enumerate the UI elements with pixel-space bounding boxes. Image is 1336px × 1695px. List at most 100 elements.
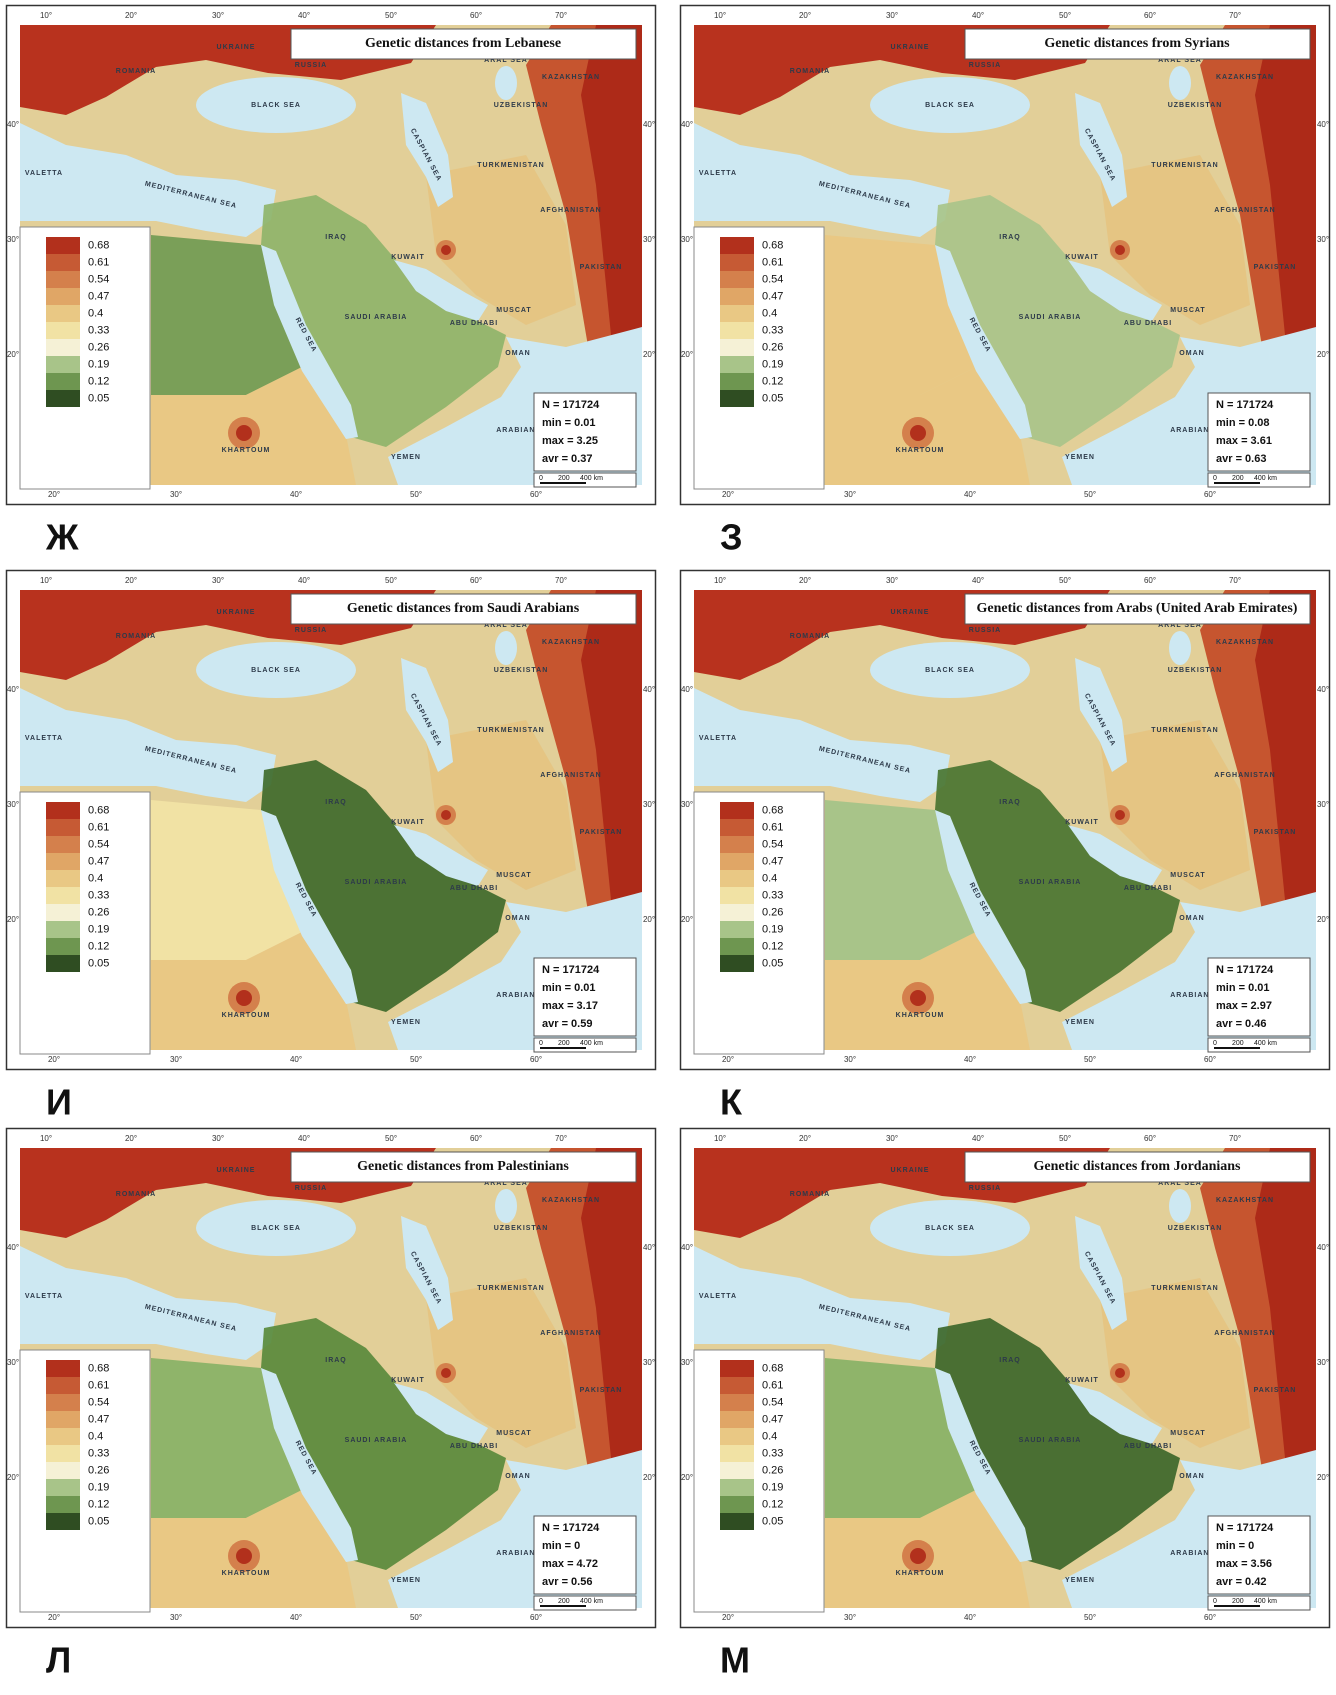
map-title: Genetic distances from Palestinians — [357, 1159, 569, 1174]
map-label: UKRAINE — [891, 1167, 930, 1174]
degree-label: 20° — [125, 11, 137, 20]
map-label: ROMANIA — [790, 68, 830, 75]
degree-label: 60° — [1204, 1055, 1216, 1064]
map-label: PAKISTAN — [580, 264, 623, 271]
map-label: KUWAIT — [391, 254, 425, 261]
degree-label: 50° — [1084, 1613, 1096, 1622]
scale-label: 400 km — [580, 1598, 603, 1605]
degree-label: 30° — [1317, 800, 1329, 809]
map-label: OMAN — [1179, 1473, 1204, 1480]
stats-line: avr = 0.42 — [1216, 1576, 1266, 1588]
legend-swatch — [46, 271, 80, 288]
map-label: KHARTOUM — [222, 1570, 271, 1577]
legend-swatch — [720, 254, 754, 271]
legend-swatch — [720, 887, 754, 904]
stats-line: avr = 0.59 — [542, 1018, 592, 1030]
degree-label: 30° — [844, 1055, 856, 1064]
stats-line: N = 171724 — [542, 1522, 600, 1534]
legend-label: 0.54 — [762, 273, 783, 285]
map-label: UZBEKISTAN — [494, 667, 549, 674]
map-label: KAZAKHSTAN — [1216, 74, 1274, 81]
legend-swatch — [46, 921, 80, 938]
degree-label: 40° — [1317, 685, 1329, 694]
stats-line: min = 0 — [542, 1540, 580, 1552]
legend-label: 0.26 — [88, 341, 109, 353]
legend-swatch — [46, 1462, 80, 1479]
degree-label: 40° — [643, 1243, 655, 1252]
map-label: IRAQ — [325, 1357, 347, 1364]
legend-box — [20, 1350, 150, 1612]
map-label: KHARTOUM — [222, 447, 271, 454]
scale-label: 200 — [1232, 1598, 1244, 1605]
legend-swatch — [46, 938, 80, 955]
map-title: Genetic distances from Jordanians — [1033, 1159, 1241, 1174]
map-label: UKRAINE — [217, 609, 256, 616]
degree-label: 50° — [1059, 11, 1071, 20]
degree-label: 40° — [972, 576, 984, 585]
degree-label: 20° — [799, 576, 811, 585]
degree-label: 60° — [1204, 490, 1216, 499]
stats-line: N = 171724 — [542, 964, 600, 976]
degree-label: 30° — [7, 1358, 19, 1367]
stats-line: avr = 0.63 — [1216, 453, 1266, 465]
legend-swatch — [720, 938, 754, 955]
hotspot-core — [236, 990, 252, 1006]
degree-label: 30° — [7, 800, 19, 809]
map-label: SAUDI ARABIA — [345, 314, 408, 321]
degree-label: 70° — [1229, 576, 1241, 585]
aral-sea — [1169, 631, 1191, 665]
map-label: MUSCAT — [496, 1430, 531, 1437]
legend-swatch — [46, 802, 80, 819]
legend-swatch — [720, 1394, 754, 1411]
degree-label: 20° — [643, 1473, 655, 1482]
scale-label: 400 km — [1254, 1040, 1277, 1047]
degree-label: 20° — [722, 490, 734, 499]
degree-label: 20° — [48, 1055, 60, 1064]
legend-swatch — [720, 870, 754, 887]
degree-label: 40° — [7, 120, 19, 129]
legend-swatch — [720, 1428, 754, 1445]
stats-line: avr = 0.56 — [542, 1576, 592, 1588]
map-label: BLACK SEA — [251, 1225, 301, 1232]
degree-label: 30° — [886, 576, 898, 585]
degree-label: 20° — [7, 1473, 19, 1482]
degree-label: 10° — [714, 1134, 726, 1143]
legend-swatch — [46, 887, 80, 904]
legend-label: 0.68 — [88, 239, 109, 251]
aral-sea — [495, 1189, 517, 1223]
legend-label: 0.54 — [762, 1396, 783, 1408]
legend-swatch — [720, 1360, 754, 1377]
map-label: KAZAKHSTAN — [1216, 1197, 1274, 1204]
legend-label: 0.4 — [762, 872, 777, 884]
map-label: KHARTOUM — [222, 1012, 271, 1019]
degree-label: 20° — [681, 1473, 693, 1482]
hotspot-core — [910, 1548, 926, 1564]
degree-label: 40° — [298, 11, 310, 20]
legend-swatch — [46, 955, 80, 972]
degree-label: 20° — [799, 11, 811, 20]
legend-label: 0.68 — [88, 804, 109, 816]
scale-label: 400 km — [580, 1040, 603, 1047]
scale-label: 0 — [1213, 1598, 1217, 1605]
map-panel: BLACK SEAMEDITERRANEAN SEAARABIAN SEASAU… — [681, 1129, 1330, 1628]
map-label: SAUDI ARABIA — [1019, 1437, 1082, 1444]
degree-label: 40° — [1317, 1243, 1329, 1252]
legend-swatch — [720, 356, 754, 373]
degree-label: 70° — [555, 1134, 567, 1143]
legend-swatch — [46, 853, 80, 870]
map-title: Genetic distances from Syrians — [1044, 36, 1230, 51]
map-label: PAKISTAN — [580, 829, 623, 836]
legend-label: 0.12 — [88, 1498, 109, 1510]
degree-label: 30° — [7, 235, 19, 244]
degree-label: 20° — [48, 490, 60, 499]
degree-label: 20° — [681, 350, 693, 359]
degree-label: 20° — [1317, 1473, 1329, 1482]
map-label: AFGHANISTAN — [1214, 207, 1275, 214]
page: BLACK SEAMEDITERRANEAN SEAARABIAN SEASAU… — [0, 0, 1336, 1690]
map-panel: BLACK SEAMEDITERRANEAN SEAARABIAN SEASAU… — [681, 6, 1330, 505]
degree-label: 40° — [298, 576, 310, 585]
degree-label: 20° — [643, 915, 655, 924]
map-label: AFGHANISTAN — [1214, 1330, 1275, 1337]
legend-label: 0.26 — [762, 341, 783, 353]
degree-label: 30° — [886, 1134, 898, 1143]
